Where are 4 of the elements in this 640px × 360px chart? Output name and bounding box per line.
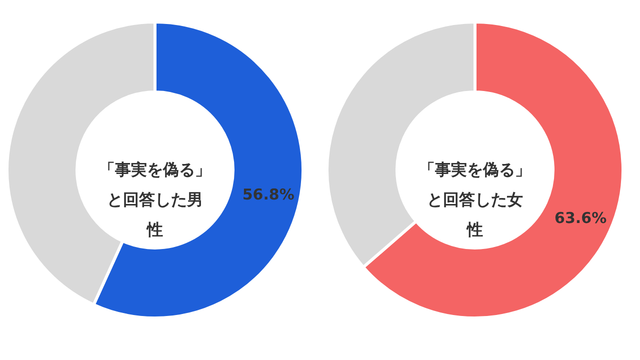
data-label: 63.6% — [554, 209, 607, 228]
data-label: 56.8% — [242, 186, 294, 204]
text: 「事実を偽る」と回答した女性 — [419, 160, 531, 239]
text: 「事実を偽る」と回答した男性 — [99, 160, 211, 239]
